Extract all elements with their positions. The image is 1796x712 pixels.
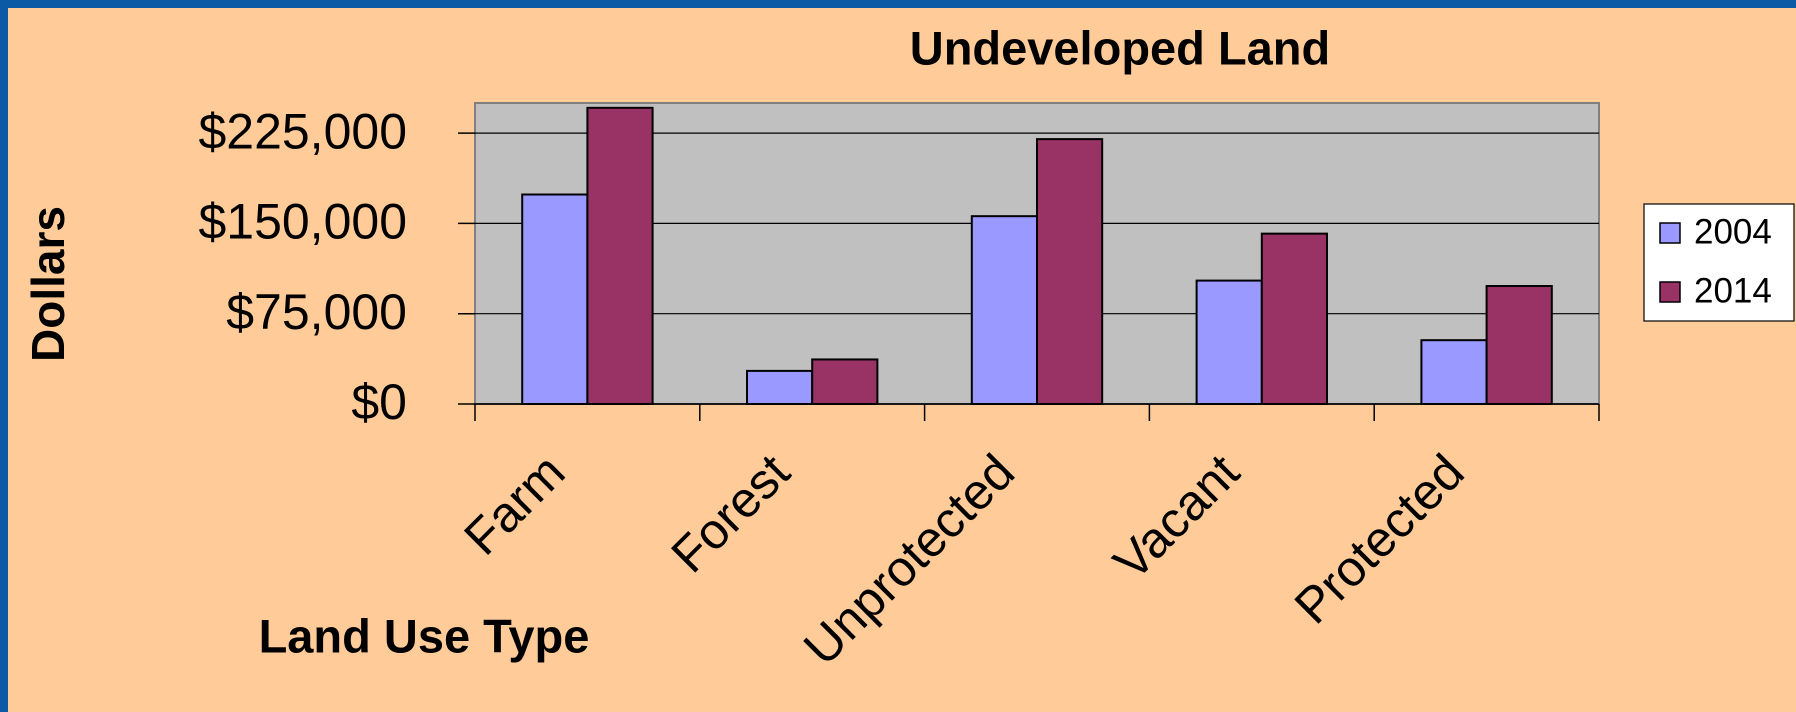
bar [811,358,879,405]
bar [586,106,654,405]
legend-label: 2014 [1694,271,1772,310]
y-axis-label: Dollars [22,206,74,362]
legend-label: 2004 [1694,212,1772,251]
bar [970,215,1038,405]
bar [1260,232,1328,405]
bar [1485,285,1553,405]
y-tick-label: $225,000 [198,103,407,159]
legend: 2004 2014 [1643,203,1795,322]
x-axis-label: Land Use Type [259,609,590,662]
y-tick-label: $0 [351,374,407,430]
bar [1420,339,1488,405]
bar [746,369,814,406]
chart-title: Undeveloped Land [910,21,1330,74]
bar [1195,279,1263,405]
y-tick-label: $150,000 [198,194,407,250]
bar [1036,138,1104,405]
y-tick-label: $75,000 [226,284,407,340]
legend-swatch [1659,222,1681,244]
legend-swatch [1659,281,1681,303]
bar [521,193,589,405]
